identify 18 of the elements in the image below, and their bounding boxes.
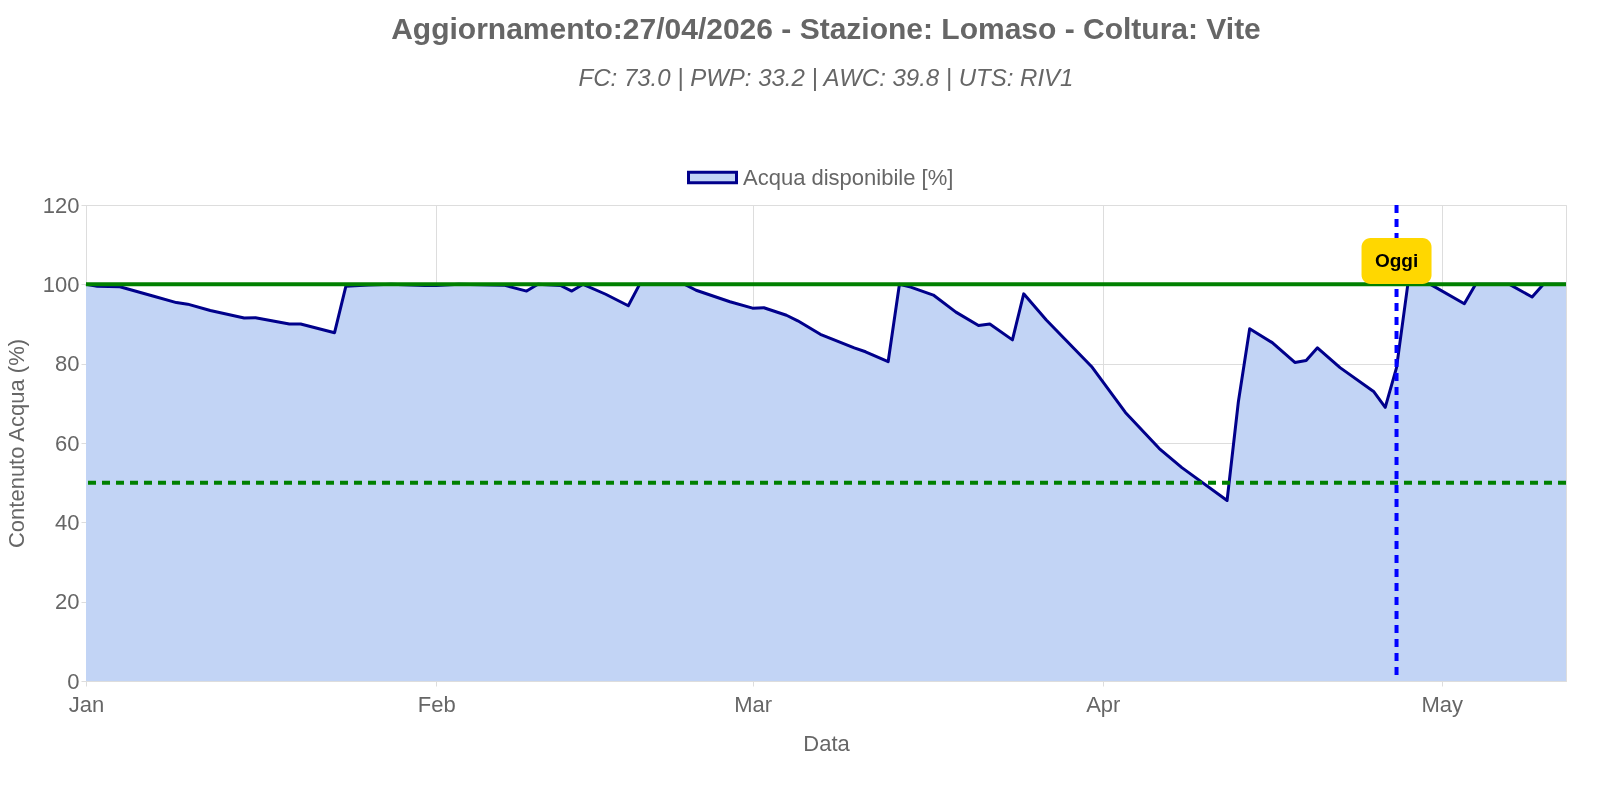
y-tick-label: 100 (42, 271, 80, 297)
y-axis-title: Contenuto Acqua (%) (3, 338, 29, 549)
ref-line-label: Oggi (1374, 250, 1419, 271)
x-tick-label: Apr (1086, 691, 1121, 717)
y-tick-label: 120 (42, 192, 80, 218)
x-tick-label: May (1421, 691, 1464, 717)
x-tick-label: Mar (734, 691, 773, 717)
chart-subtitle: FC: 73.0 | PWP: 33.2 | AWC: 39.8 | UTS: RIV1 (578, 64, 1074, 91)
legend-label: Acqua disponibile [%] (743, 164, 954, 190)
y-tick-label: 20 (55, 589, 80, 615)
x-axis-title: Data (803, 730, 851, 756)
x-tick-label: Feb (417, 691, 456, 717)
y-tick-label: 40 (55, 509, 80, 535)
x-tick-label: Jan (68, 691, 105, 717)
y-tick-label: 80 (55, 351, 80, 377)
y-tick-label: 0 (67, 668, 80, 694)
chart-title: Aggiornamento:27/04/2026 - Stazione: Lomaso - Coltura: Vite (391, 12, 1261, 45)
y-tick-label: 60 (55, 430, 80, 456)
